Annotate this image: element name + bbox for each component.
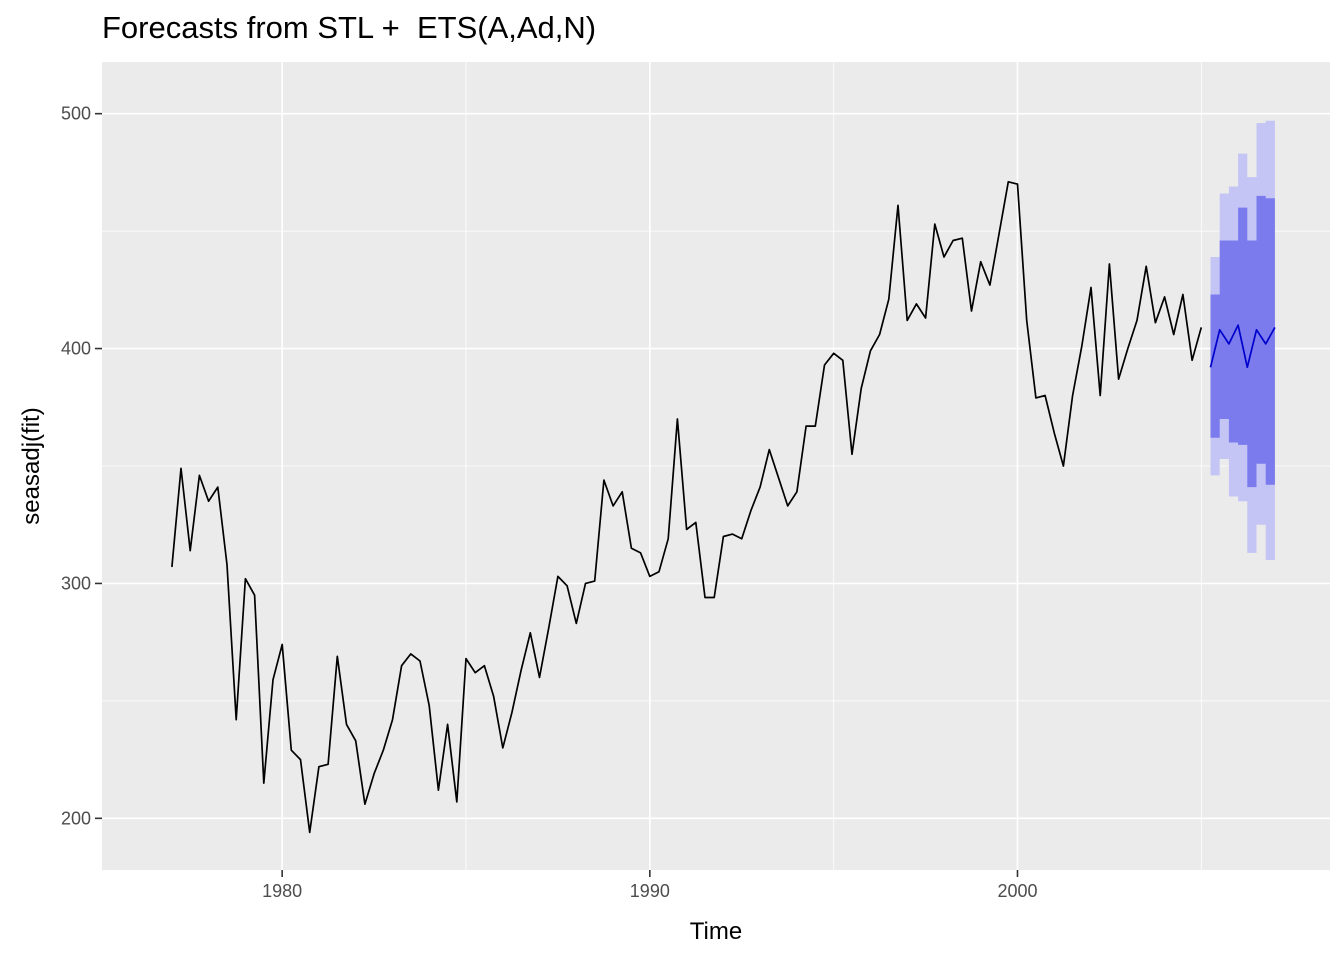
y-tick-label-500: 500	[61, 104, 91, 124]
tick-labels: 1980 1990 2000 200 300 400 500	[61, 104, 1038, 901]
y-tick-label-300: 300	[61, 573, 91, 593]
chart-title: Forecasts from STL + ETS(A,Ad,N)	[102, 10, 597, 45]
x-tick-label-2000: 2000	[997, 881, 1037, 901]
prediction-intervals	[1210, 97, 1275, 560]
y-tick-label-200: 200	[61, 808, 91, 828]
series-history-line	[171, 180, 1203, 834]
y-tick-label-400: 400	[61, 339, 91, 359]
axis-ticks	[95, 112, 1019, 877]
series-lines	[171, 180, 1276, 834]
minor-gridlines	[102, 62, 1330, 870]
band-80	[1210, 177, 1275, 488]
y-axis-title: seasadj(fit)	[18, 407, 45, 524]
x-axis-title: Time	[690, 918, 742, 945]
series-forecast-line	[1209, 324, 1276, 369]
x-tick-label-1990: 1990	[630, 881, 670, 901]
major-gridlines	[102, 62, 1330, 870]
x-tick-label-1980: 1980	[262, 881, 302, 901]
